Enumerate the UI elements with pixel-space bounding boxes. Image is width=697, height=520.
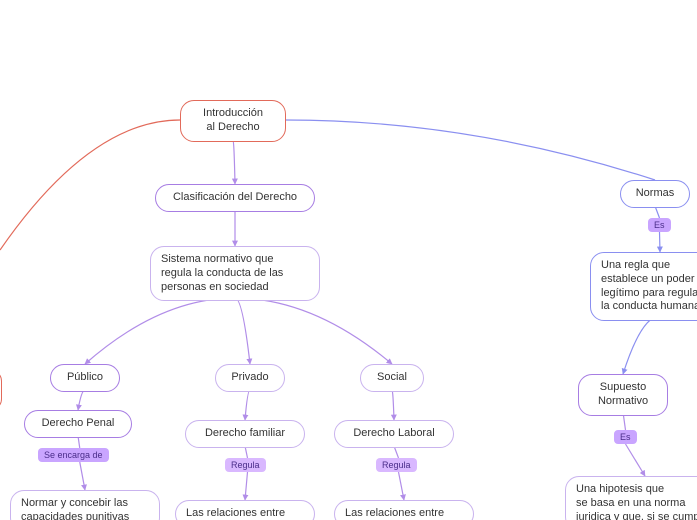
node-supuesto[interactable]: Supuesto Normativo xyxy=(578,374,668,416)
node-laboral[interactable]: Derecho Laboral xyxy=(334,420,454,448)
node-clasif[interactable]: Clasificación del Derecho xyxy=(155,184,315,212)
node-normar[interactable]: Normar y concebir las capacidades puniti… xyxy=(10,490,160,520)
node-privado[interactable]: Privado xyxy=(215,364,285,392)
tag-es2: Es xyxy=(614,430,637,444)
tag-encarga: Se encarga de xyxy=(38,448,109,462)
node-leftcut[interactable] xyxy=(0,370,2,410)
node-publico[interactable]: Público xyxy=(50,364,120,392)
tag-es1: Es xyxy=(648,218,671,232)
node-social[interactable]: Social xyxy=(360,364,424,392)
tag-regula1: Regula xyxy=(225,458,266,472)
node-regla[interactable]: Una regla que establece un poder legítim… xyxy=(590,252,697,321)
node-familiar[interactable]: Derecho familiar xyxy=(185,420,305,448)
node-normas[interactable]: Normas xyxy=(620,180,690,208)
node-penal[interactable]: Derecho Penal xyxy=(24,410,132,438)
node-sistema[interactable]: Sistema normativo que regula la conducta… xyxy=(150,246,320,301)
node-hipotesis[interactable]: Una hipotesis que se basa en una norma j… xyxy=(565,476,697,520)
node-root[interactable]: Introducción al Derecho xyxy=(180,100,286,142)
node-rel2[interactable]: Las relaciones entre xyxy=(334,500,474,520)
mindmap-canvas: { "colors": { "root_border": "#e26a5a", … xyxy=(0,0,697,520)
tag-regula2: Regula xyxy=(376,458,417,472)
node-rel1[interactable]: Las relaciones entre xyxy=(175,500,315,520)
